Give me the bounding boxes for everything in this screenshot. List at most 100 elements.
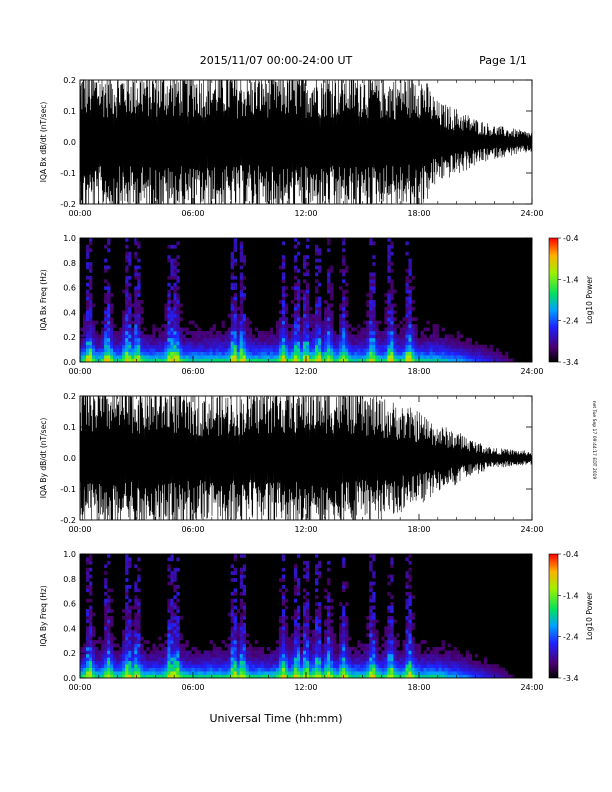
- spectrogram-cell: [299, 334, 304, 339]
- spectrogram-cell: [176, 664, 180, 668]
- spectrogram-cell: [306, 616, 310, 620]
- spectrogram-cell: [390, 320, 394, 325]
- spectrogram-cell: [293, 567, 298, 572]
- spectrogram-cell: [450, 341, 454, 346]
- spectrogram-cell: [399, 660, 403, 665]
- spectrogram-cell: [287, 324, 292, 328]
- spectrogram-cell: [296, 674, 301, 678]
- spectrogram-cell: [197, 337, 201, 342]
- spectrogram-cell: [375, 324, 379, 328]
- spectrogram-cell: [423, 334, 427, 339]
- spectrogram-cell: [251, 344, 256, 349]
- spectrogram-cell: [86, 674, 90, 678]
- spectrogram-cell: [345, 289, 349, 294]
- spectrogram-cell: [366, 643, 370, 648]
- spectrogram-cell: [134, 629, 138, 634]
- spectrogram-cell: [107, 616, 111, 620]
- spectrogram-cell: [462, 671, 466, 675]
- spectrogram-cell: [315, 643, 319, 648]
- spectrogram-cell: [221, 664, 225, 668]
- spectrogram-cell: [278, 671, 283, 675]
- spectrogram-cell: [272, 344, 277, 349]
- spectrogram-cell: [390, 355, 394, 359]
- spectrogram-cell: [173, 337, 177, 342]
- spectrogram-cell: [390, 560, 394, 565]
- spectrogram-cell: [296, 633, 301, 637]
- spectrogram-cell: [414, 674, 418, 678]
- spectrogram-cell: [131, 647, 135, 651]
- spectrogram-cell: [417, 664, 421, 668]
- spectrogram-cell: [191, 341, 195, 346]
- spectrogram-cell: [453, 355, 457, 359]
- spectrogram-cell: [92, 664, 96, 668]
- spectrogram-cell: [89, 269, 93, 273]
- spectrogram-cell: [471, 660, 476, 665]
- spectrogram-cell: [293, 660, 298, 665]
- spectrogram-cell: [89, 585, 93, 589]
- spectrogram-cell: [242, 636, 247, 641]
- spectrogram-cell: [369, 337, 373, 342]
- spectrogram-cell: [164, 310, 168, 315]
- spectrogram-cell: [167, 324, 171, 328]
- spectrogram-cell: [245, 633, 250, 637]
- spectrogram-cell: [137, 324, 141, 328]
- spectrogram-cell: [230, 660, 234, 665]
- spectrogram-cell: [146, 348, 150, 352]
- spectrogram-cell: [239, 327, 244, 332]
- spectrogram-cell: [278, 657, 283, 662]
- spectrogram-cell: [107, 334, 111, 339]
- spectrogram-cell: [471, 344, 476, 349]
- spectrogram-cell: [110, 619, 114, 624]
- spectrogram-cell: [110, 310, 114, 315]
- spectrogram-cell: [393, 657, 397, 662]
- spectrogram-cell: [284, 293, 289, 297]
- spectrogram-cell: [242, 653, 247, 658]
- spectrogram-cell: [83, 671, 87, 675]
- spectrogram-cell: [327, 348, 331, 352]
- spectrogram-cell: [315, 660, 319, 665]
- spectrogram-cell: [170, 269, 174, 273]
- spectrogram-cell: [173, 275, 177, 280]
- spectrogram-cell: [230, 671, 234, 675]
- spectrogram-cell: [116, 643, 120, 648]
- spectrogram-cell: [236, 657, 240, 662]
- spectrogram-cell: [483, 355, 488, 359]
- spectrogram-cell: [260, 660, 265, 665]
- spectrogram-cell: [92, 355, 96, 359]
- spectrogram-cell: [125, 585, 129, 589]
- spectrogram-cell: [278, 647, 283, 651]
- spectrogram-cell: [128, 605, 132, 610]
- spectrogram-cell: [284, 324, 289, 328]
- spectrogram-cell: [167, 643, 171, 648]
- spectrogram-cell: [384, 344, 388, 349]
- spectrogram-cell: [83, 341, 87, 346]
- spectrogram-cell: [89, 341, 93, 346]
- spectrogram-cell: [218, 358, 222, 362]
- spectrogram-cell: [468, 358, 473, 362]
- spectrogram-cell: [251, 334, 256, 339]
- spectrogram-cell: [170, 612, 174, 617]
- spectrogram-cell: [281, 306, 286, 311]
- spectrogram-cell: [176, 643, 180, 648]
- spectrogram-cell: [423, 327, 427, 332]
- spectrogram-cell: [411, 358, 415, 362]
- spectrogram-cell: [293, 296, 298, 301]
- spectrogram-cell: [161, 337, 165, 342]
- spectrogram-cell: [450, 650, 454, 655]
- spectrogram-cell: [176, 358, 180, 362]
- spectrogram-cell: [372, 303, 376, 308]
- spectrogram-cell: [86, 313, 90, 318]
- spectrogram-cell: [345, 647, 349, 651]
- spectrogram-cell: [318, 303, 322, 308]
- spectrogram-cell: [134, 320, 138, 325]
- spectrogram-cell: [333, 660, 337, 665]
- spectrogram-cell: [128, 262, 132, 266]
- spectrogram-cell: [429, 355, 433, 359]
- spectrogram-cell: [173, 674, 177, 678]
- spectrogram-cell: [137, 310, 141, 315]
- spectrogram-cell: [375, 660, 379, 665]
- spectrogram-cell: [176, 296, 180, 301]
- spectrogram-cell: [327, 633, 331, 637]
- spectrogram-cell: [122, 667, 126, 672]
- spectrogram-cell: [275, 331, 280, 335]
